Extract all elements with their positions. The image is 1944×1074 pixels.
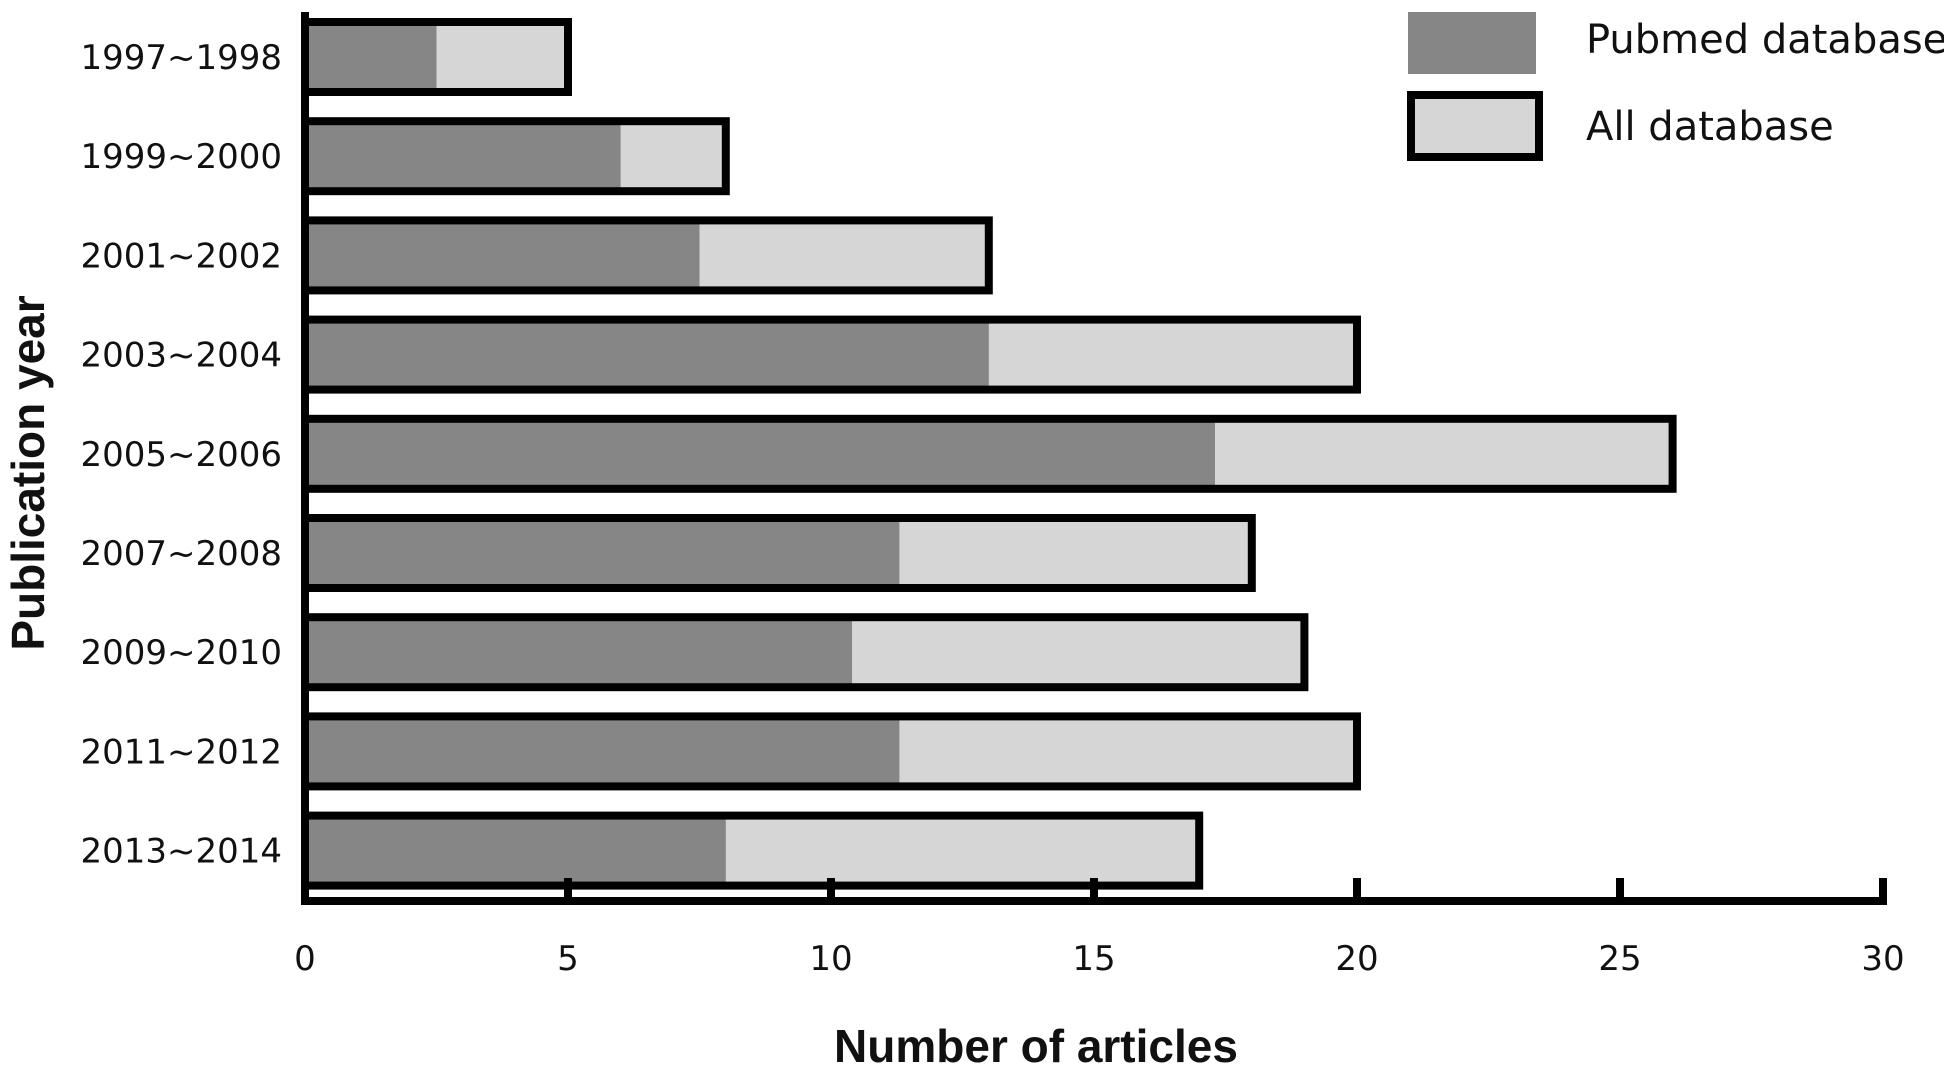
y-tick-label: 2009~2010 [80, 633, 282, 673]
y-tick-label: 2011~2012 [80, 732, 282, 772]
bar-pubmed-database-2007~2008 [305, 518, 900, 588]
y-tick-label: 2001~2002 [80, 236, 282, 276]
y-tick-label: 1999~2000 [80, 137, 282, 177]
x-tick-label: 15 [1072, 939, 1115, 979]
bar-pubmed-database-2011~2012 [305, 716, 900, 787]
bar-pubmed-database-2013~2014 [305, 815, 726, 886]
bar-pubmed-database-2005~2006 [305, 418, 1215, 489]
axis-layer [301, 12, 1887, 905]
legend-swatch-pubmed [1408, 12, 1536, 74]
bar-pubmed-database-2003~2004 [305, 319, 989, 390]
x-axis-title: Number of articles [834, 1020, 1238, 1072]
bars-layer [301, 18, 1677, 890]
labels-layer: 1997~19981999~20002001~20022003~20042005… [80, 38, 1904, 979]
x-tick-label: 0 [294, 939, 316, 979]
bar-pubmed-database-2001~2002 [305, 220, 700, 291]
y-tick-label: 2005~2006 [80, 435, 282, 475]
legend-label-all: All database [1586, 104, 1834, 150]
legend-label-pubmed: Pubmed database [1586, 17, 1944, 63]
y-tick-label: 2003~2004 [80, 336, 282, 376]
y-tick-label: 2007~2008 [80, 534, 282, 574]
x-tick-label: 10 [809, 939, 852, 979]
bar-pubmed-database-2009~2010 [305, 617, 853, 688]
x-tick-label: 5 [557, 939, 579, 979]
x-tick-label: 30 [1861, 939, 1904, 979]
x-tick-label: 20 [1335, 939, 1378, 979]
legend: Pubmed database All database [1407, 12, 1944, 161]
bar-pubmed-database-1999~2000 [305, 121, 621, 192]
legend-swatch-all [1407, 91, 1543, 161]
y-tick-label: 1997~1998 [80, 38, 282, 78]
bar-pubmed-database-1997~1998 [305, 22, 437, 92]
y-axis-title: Publication year [2, 295, 54, 650]
x-tick-label: 25 [1598, 939, 1641, 979]
y-tick-label: 2013~2014 [80, 832, 282, 872]
